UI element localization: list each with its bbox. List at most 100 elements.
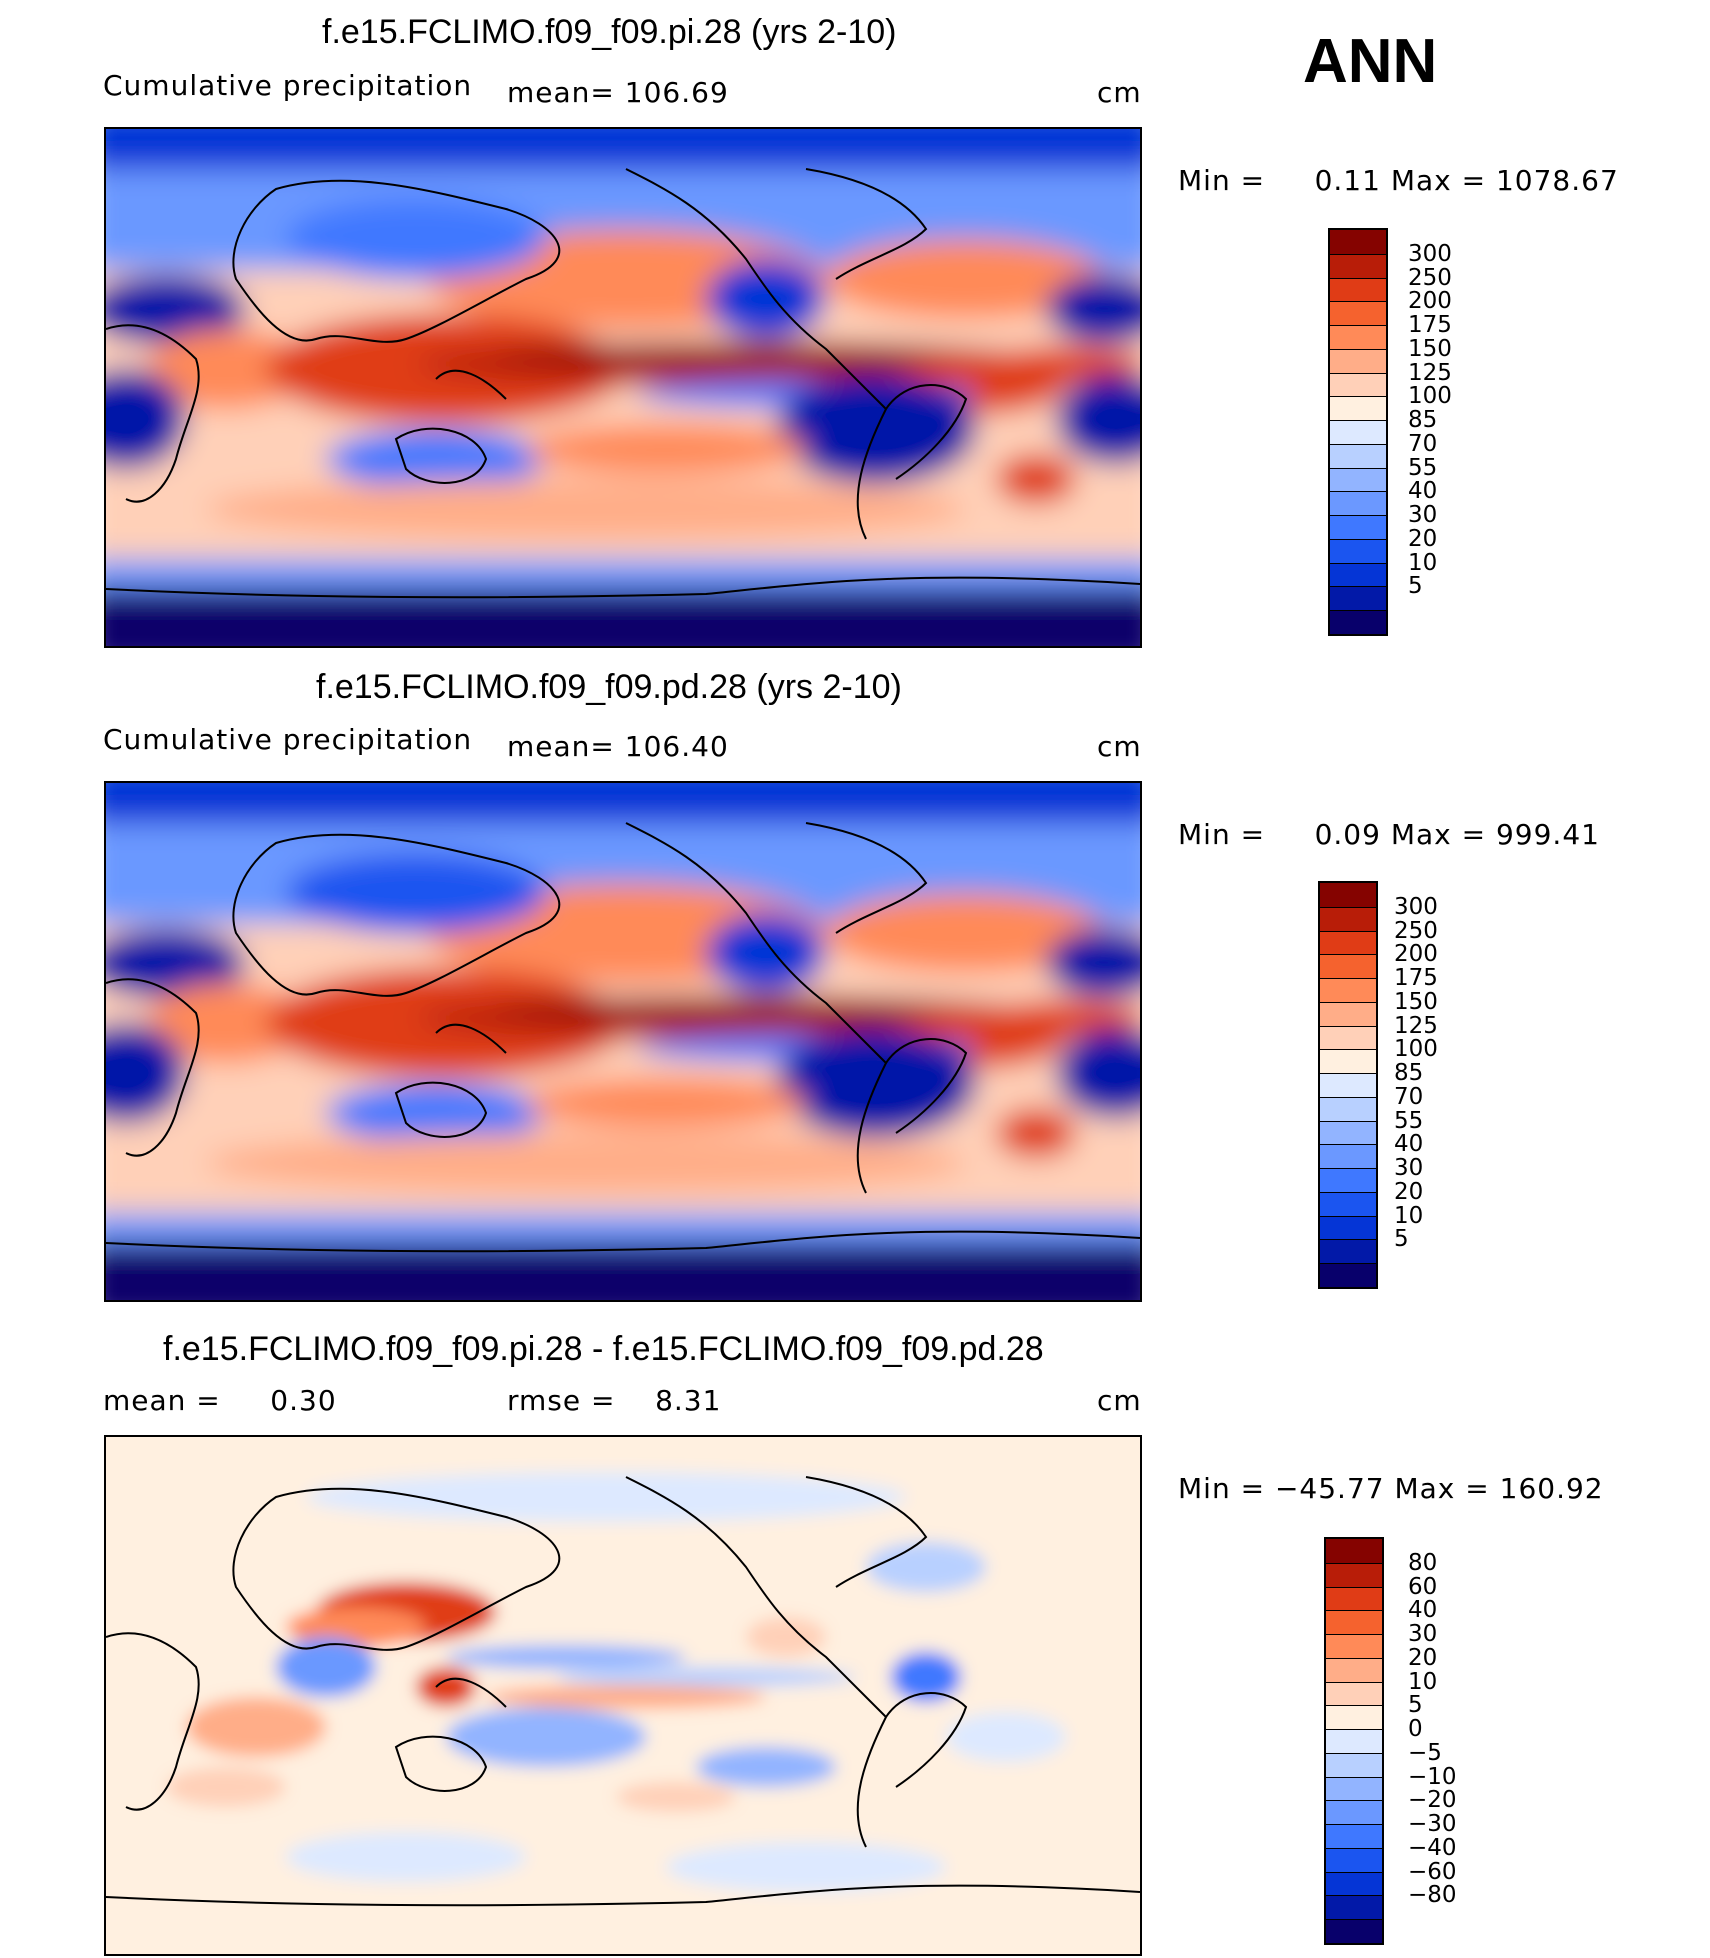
panel-1-mean: mean= 106.69 (507, 76, 729, 109)
panel-3-min-value: −45.77 (1274, 1472, 1385, 1505)
panel-2-colorbar-box (1320, 1049, 1376, 1073)
panel-1-colorbar-label: 30 (1408, 502, 1438, 529)
panel-1-colorbar-box (1330, 538, 1386, 563)
panel-2-colorbar-label: 20 (1394, 1178, 1424, 1205)
panel-3-colorbar-label: 30 (1408, 1621, 1438, 1648)
panel-2-colorbar-box (1320, 930, 1376, 955)
panel-3-colorbar-box (1326, 1871, 1382, 1896)
panel-3-colorbar-box (1326, 1919, 1382, 1943)
panel-3-rmse-label: rmse = (507, 1384, 616, 1417)
panel-2-units: cm (1097, 730, 1142, 763)
panel-3-colorbar-box (1326, 1705, 1382, 1729)
panel-1-colorbar-label: 125 (1408, 359, 1452, 386)
panel-1-colorbar-label: 20 (1408, 525, 1438, 552)
panel-2-colorbar-box (1320, 1073, 1376, 1097)
panel-2-colorbar (1318, 881, 1378, 1289)
panel-1-colorbar (1328, 228, 1388, 636)
panel-1-max-label: Max (1390, 164, 1452, 197)
panel-2-mean-label: mean= (507, 730, 615, 763)
panel-2-max-label: Max (1390, 818, 1452, 851)
panel-3-colorbar-label: 60 (1408, 1573, 1438, 1600)
panel-2-min-value: 0.09 (1314, 818, 1381, 851)
panel-1-coastlines (106, 168, 1140, 599)
panel-1-colorbar-box (1330, 301, 1386, 325)
panel-3-colorbar-box (1326, 1657, 1382, 1682)
panel-1-colorbar-label: 200 (1408, 288, 1452, 315)
panel-1-colorbar-box (1330, 396, 1386, 420)
panel-3-minmax: Min = −45.77 Max = 160.92 (1178, 1472, 1604, 1505)
panel-3-colorbar-box (1326, 1681, 1382, 1706)
panel-3-colorbar-box (1326, 1634, 1382, 1658)
panel-3-colorbar-box (1326, 1847, 1382, 1872)
panel-1-minmax: Min = 0.11 Max = 1078.67 (1178, 164, 1619, 197)
panel-2-colorbar-label: 40 (1394, 1131, 1424, 1158)
panel-3-rmse-value: 8.31 (655, 1384, 722, 1417)
panel-1-colorbar-label: 100 (1408, 383, 1452, 410)
panel-1-colorbar-box (1330, 610, 1386, 634)
panel-2-colorbar-box (1320, 1096, 1376, 1121)
panel-3-colorbar (1324, 1537, 1384, 1945)
panel-2-colorbar-box (1320, 1120, 1376, 1145)
panel-2-colorbar-box (1320, 1025, 1376, 1050)
panel-1-mean-label: mean= (507, 76, 615, 109)
panel-2-mean-value: 106.40 (624, 730, 729, 763)
panel-2-colorbar-box (1320, 1239, 1376, 1263)
panel-1-colorbar-box (1330, 586, 1386, 610)
panel-3-colorbar-label: −60 (1408, 1858, 1457, 1885)
panel-2-colorbar-label: 30 (1394, 1155, 1424, 1182)
panel-2-max-value: 999.41 (1495, 818, 1600, 851)
panel-2-coastlines (106, 822, 1140, 1253)
panel-2-colorbar-box (1320, 883, 1376, 907)
panel-3-title: f.e15.FCLIMO.f09_f09.pi.28 - f.e15.FCLIM… (163, 1330, 1044, 1368)
panel-2-colorbar-label: 100 (1394, 1036, 1438, 1063)
panel-2-title: f.e15.FCLIMO.f09_f09.pd.28 (yrs 2-10) (316, 668, 902, 706)
panel-1-colorbar-label: 55 (1408, 454, 1438, 481)
panel-1-max-value: 1078.67 (1495, 164, 1619, 197)
panel-3-rmse: rmse = 8.31 (507, 1384, 721, 1417)
panel-1-colorbar-box (1330, 325, 1386, 349)
panel-2-mean: mean= 106.40 (507, 730, 729, 763)
panel-2-colorbar-box (1320, 1263, 1376, 1287)
panel-2-field (106, 783, 1140, 1300)
panel-1-field (106, 129, 1140, 646)
panel-2-colorbar-label: 85 (1394, 1060, 1424, 1087)
panel-3-max-label: Max (1394, 1472, 1456, 1505)
panel-3-colorbar-label: −40 (1408, 1834, 1457, 1861)
panel-2-colorbar-label: 55 (1394, 1107, 1424, 1134)
panel-2-colorbar-box (1320, 1168, 1376, 1192)
panel-1-min-label: Min (1178, 164, 1231, 197)
panel-1-map (104, 127, 1142, 648)
panel-1-colorbar-label: 40 (1408, 478, 1438, 505)
panel-3-units: cm (1097, 1384, 1142, 1417)
panel-2-colorbar-box (1320, 1001, 1376, 1026)
panel-3-colorbar-box (1326, 1800, 1382, 1824)
panel-3-colorbar-label: −30 (1408, 1811, 1457, 1838)
panel-1-title: f.e15.FCLIMO.f09_f09.pi.28 (yrs 2-10) (322, 13, 897, 51)
panel-2-min-label: Min (1178, 818, 1231, 851)
panel-3-map (104, 1435, 1142, 1956)
panel-2-variable: Cumulative precipitation (103, 723, 473, 756)
panel-1-colorbar-label: 10 (1408, 549, 1438, 576)
panel-3-colorbar-box (1326, 1729, 1382, 1753)
panel-1-colorbar-box (1330, 420, 1386, 444)
panel-3-colorbar-label: 5 (1408, 1692, 1423, 1719)
panel-3-colorbar-label: −10 (1408, 1763, 1457, 1790)
panel-1-colorbar-label: 300 (1408, 240, 1452, 267)
panel-1-colorbar-box (1330, 230, 1386, 254)
panel-2-colorbar-box (1320, 978, 1376, 1002)
panel-3-colorbar-box (1326, 1539, 1382, 1563)
panel-2-colorbar-label: 5 (1394, 1226, 1409, 1253)
panel-1-colorbar-label: 250 (1408, 264, 1452, 291)
panel-2-minmax: Min = 0.09 Max = 999.41 (1178, 818, 1600, 851)
panel-2-colorbar-label: 125 (1394, 1012, 1438, 1039)
panel-3-colorbar-box (1326, 1752, 1382, 1777)
panel-1-variable: Cumulative precipitation (103, 69, 473, 102)
panel-3-coastlines (106, 1476, 1140, 1907)
panel-1-units: cm (1097, 76, 1142, 109)
panel-1-colorbar-box (1330, 443, 1386, 468)
panel-3-colorbar-label: 20 (1408, 1644, 1438, 1671)
panel-3-colorbar-box (1326, 1776, 1382, 1801)
panel-3-field (106, 1437, 1140, 1954)
panel-2-colorbar-label: 10 (1394, 1202, 1424, 1229)
panel-1-colorbar-label: 85 (1408, 407, 1438, 434)
